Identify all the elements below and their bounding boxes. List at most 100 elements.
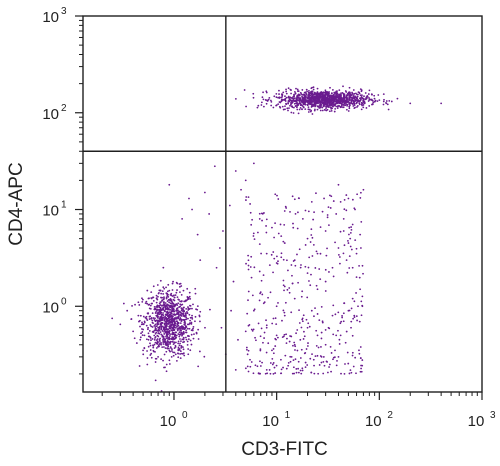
data-point	[355, 292, 357, 294]
data-point	[176, 325, 178, 328]
data-point	[287, 269, 289, 272]
data-point	[192, 327, 194, 330]
data-point	[249, 358, 251, 361]
data-point	[172, 338, 174, 341]
data-point	[182, 346, 184, 349]
data-point	[318, 99, 321, 101]
data-point	[307, 266, 310, 269]
data-point	[187, 348, 190, 350]
data-point	[310, 87, 313, 90]
data-point	[307, 322, 310, 325]
data-point	[347, 91, 350, 94]
data-point	[298, 93, 300, 96]
data-point	[171, 333, 174, 336]
data-point	[309, 92, 312, 95]
data-point	[290, 92, 292, 95]
data-point	[151, 326, 154, 328]
data-point	[159, 304, 162, 306]
data-point	[246, 365, 249, 368]
data-point	[161, 325, 164, 328]
data-point	[325, 105, 328, 108]
data-point	[146, 319, 149, 321]
data-point	[228, 204, 231, 207]
data-point	[170, 329, 173, 332]
data-point	[340, 102, 343, 104]
data-point	[176, 304, 179, 306]
data-point	[265, 102, 268, 105]
data-point	[352, 102, 355, 105]
data-point	[342, 97, 345, 100]
data-point	[252, 309, 255, 312]
data-point	[158, 306, 160, 308]
y-tick-label: 10	[42, 106, 59, 123]
data-point	[343, 373, 346, 375]
data-point	[330, 110, 333, 112]
data-point	[345, 108, 348, 111]
data-point	[308, 97, 311, 100]
data-point	[178, 285, 181, 288]
data-point	[339, 262, 341, 265]
data-point	[343, 198, 346, 201]
y-tick-exponent: 0	[61, 296, 67, 307]
data-point	[159, 342, 162, 344]
data-point	[360, 220, 363, 223]
data-point	[292, 106, 295, 109]
data-point	[153, 305, 156, 308]
data-point	[332, 99, 335, 102]
data-point	[170, 355, 173, 358]
data-point	[144, 316, 147, 319]
data-point	[173, 320, 176, 323]
data-point	[337, 93, 340, 96]
data-point	[343, 208, 346, 211]
data-point	[150, 352, 153, 355]
data-point	[187, 338, 190, 341]
data-point	[285, 92, 288, 95]
data-point	[353, 316, 356, 319]
data-point	[250, 276, 253, 279]
data-point	[194, 315, 197, 318]
data-point	[340, 94, 342, 97]
data-point	[357, 305, 359, 308]
data-point	[257, 322, 260, 325]
data-point	[157, 292, 160, 295]
data-point	[168, 301, 171, 304]
data-point	[151, 319, 154, 322]
y-tick-exponent: 1	[61, 200, 67, 211]
data-point	[296, 108, 299, 111]
data-point	[174, 294, 177, 296]
data-point	[178, 335, 181, 338]
data-point	[165, 292, 168, 295]
data-point	[308, 94, 311, 97]
data-point	[250, 255, 253, 258]
data-point	[176, 296, 179, 298]
data-point	[316, 87, 319, 90]
data-point	[192, 337, 195, 340]
data-point	[315, 345, 318, 347]
data-point	[275, 104, 278, 107]
data-point	[330, 195, 333, 198]
data-point	[165, 323, 168, 325]
data-point	[177, 321, 180, 324]
data-point	[166, 340, 169, 342]
data-point	[162, 335, 165, 338]
data-point	[331, 89, 334, 91]
data-point	[282, 279, 285, 282]
data-point	[163, 346, 165, 348]
data-point	[342, 103, 345, 106]
data-point	[174, 353, 177, 356]
data-point	[333, 110, 336, 113]
data-point	[315, 92, 318, 95]
data-point	[282, 258, 285, 261]
data-point	[315, 284, 318, 287]
data-point	[299, 101, 301, 104]
data-point	[258, 299, 261, 302]
data-point	[388, 99, 391, 102]
data-point	[150, 356, 153, 359]
data-point	[149, 307, 152, 310]
data-point	[162, 338, 164, 341]
data-point	[154, 307, 157, 310]
data-point	[307, 106, 310, 109]
data-point	[165, 286, 167, 289]
data-point	[181, 334, 183, 337]
data-point	[169, 318, 172, 321]
